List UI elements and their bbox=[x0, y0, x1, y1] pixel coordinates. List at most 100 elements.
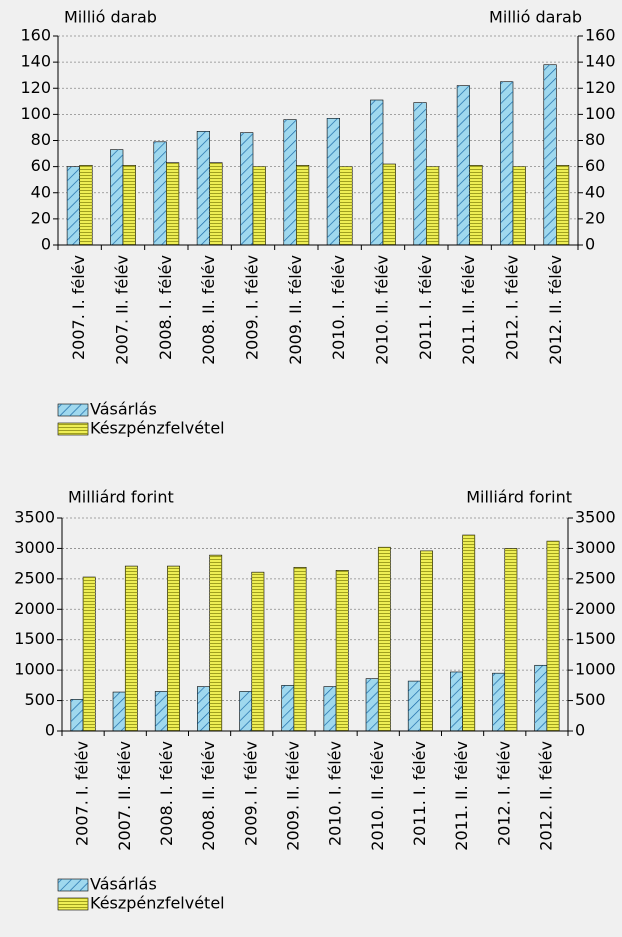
y-tick-label: 100 bbox=[20, 104, 51, 123]
bar-pattern bbox=[70, 699, 84, 731]
bar-pattern bbox=[513, 166, 526, 245]
bar-pattern bbox=[113, 692, 126, 731]
y-tick-label: 0 bbox=[45, 721, 55, 740]
y2-tick-label: 60 bbox=[585, 156, 605, 175]
x-tick-label: 2010. II. félév bbox=[373, 255, 392, 365]
y-axis-label: Milliárd forint bbox=[68, 488, 174, 507]
legend-swatch-pattern bbox=[58, 423, 88, 435]
x-tick-label: 2007. I. félév bbox=[69, 255, 88, 360]
x-tick-label: 2008. II. félév bbox=[199, 741, 218, 851]
x-tick-label: 2012. II. félév bbox=[546, 255, 565, 365]
x-tick-label: 2007. II. félév bbox=[115, 741, 134, 851]
bar-pattern bbox=[110, 149, 123, 245]
bar-pattern bbox=[457, 85, 470, 245]
bar-pattern bbox=[167, 566, 180, 731]
x-tick-label: 2007. I. félév bbox=[73, 741, 92, 846]
y-tick-label: 120 bbox=[20, 78, 51, 97]
bar-pattern bbox=[556, 165, 569, 245]
bar-pattern bbox=[197, 686, 210, 731]
bar-pattern bbox=[296, 165, 309, 245]
x-tick-label: 2011. II. félév bbox=[452, 741, 471, 851]
bar-pattern bbox=[469, 165, 483, 245]
x-tick-label: 2009. II. félév bbox=[286, 255, 305, 365]
y2-tick-label: 1500 bbox=[575, 629, 616, 648]
bar-pattern bbox=[339, 166, 353, 245]
x-tick-label: 2009. I. félév bbox=[241, 741, 260, 846]
bar-pattern bbox=[166, 162, 179, 245]
y-tick-label: 40 bbox=[31, 182, 51, 201]
bar-pattern bbox=[209, 162, 223, 245]
bar-pattern bbox=[504, 548, 517, 731]
x-tick-label: 2008. I. félév bbox=[157, 741, 176, 846]
legend-swatch-pattern bbox=[58, 879, 88, 891]
bar-pattern bbox=[239, 691, 252, 731]
bar-pattern bbox=[240, 132, 253, 245]
legend-label: Készpénzfelvétel bbox=[90, 419, 225, 438]
x-tick-label: 2011. II. félév bbox=[459, 255, 478, 365]
legend-label: Vásárlás bbox=[90, 875, 157, 894]
y2-tick-label: 160 bbox=[585, 26, 616, 45]
y-tick-label: 160 bbox=[20, 26, 51, 45]
bar-pattern bbox=[336, 570, 349, 731]
bar-pattern bbox=[370, 100, 383, 245]
bar-pattern bbox=[79, 165, 93, 245]
bar-pattern bbox=[293, 567, 307, 731]
x-tick-label: 2012. I. félév bbox=[494, 741, 513, 846]
bar-pattern bbox=[327, 118, 340, 245]
bar-pattern bbox=[492, 673, 505, 731]
x-tick-label: 2009. I. félév bbox=[243, 255, 262, 360]
bar-pattern bbox=[281, 685, 294, 731]
bar-pattern bbox=[413, 102, 427, 246]
bar-pattern bbox=[450, 671, 463, 731]
y2-tick-label: 120 bbox=[585, 78, 616, 97]
y2-tick-label: 3500 bbox=[575, 508, 616, 527]
bar-pattern bbox=[378, 547, 391, 731]
bar-pattern bbox=[155, 691, 168, 731]
bar-pattern bbox=[366, 678, 379, 731]
y-tick-label: 3000 bbox=[14, 538, 55, 557]
y2-tick-label: 80 bbox=[585, 130, 605, 149]
bar-pattern bbox=[123, 165, 136, 245]
y-tick-label: 2500 bbox=[14, 568, 55, 587]
y-tick-label: 500 bbox=[24, 690, 55, 709]
bar-pattern bbox=[323, 686, 337, 731]
legend-label: Készpénzfelvétel bbox=[90, 894, 225, 913]
y2-tick-label: 3000 bbox=[575, 538, 616, 557]
y-tick-label: 1000 bbox=[14, 660, 55, 679]
x-tick-label: 2007. II. félév bbox=[113, 255, 132, 365]
y2-tick-label: 0 bbox=[585, 235, 595, 254]
y2-tick-label: 500 bbox=[575, 690, 606, 709]
y-tick-label: 1500 bbox=[14, 629, 55, 648]
legend-swatch-pattern bbox=[58, 898, 88, 910]
y2-tick-label: 2000 bbox=[575, 599, 616, 618]
legend-label: Vásárlás bbox=[90, 400, 157, 419]
y-tick-label: 3500 bbox=[14, 508, 55, 527]
y2-axis-label: Millió darab bbox=[489, 8, 582, 27]
bar-pattern bbox=[209, 555, 222, 731]
bar-pattern bbox=[383, 164, 396, 245]
y2-tick-label: 2500 bbox=[575, 568, 616, 587]
bar-pattern bbox=[426, 166, 439, 245]
y2-tick-label: 20 bbox=[585, 208, 605, 227]
y2-tick-label: 40 bbox=[585, 182, 605, 201]
y-tick-label: 140 bbox=[20, 52, 51, 71]
x-tick-label: 2011. I. félév bbox=[410, 741, 429, 846]
y-tick-label: 80 bbox=[31, 130, 51, 149]
x-tick-label: 2009. II. félév bbox=[283, 741, 302, 851]
x-tick-label: 2012. I. félév bbox=[503, 255, 522, 360]
bar-pattern bbox=[420, 550, 433, 731]
x-tick-label: 2008. II. félév bbox=[199, 255, 218, 365]
y-tick-label: 2000 bbox=[14, 599, 55, 618]
x-tick-label: 2011. I. félév bbox=[416, 255, 435, 360]
legend-swatch-pattern bbox=[58, 404, 88, 416]
x-tick-label: 2008. I. félév bbox=[156, 255, 175, 360]
bar-pattern bbox=[83, 577, 96, 731]
bar-pattern bbox=[543, 64, 557, 245]
bar-pattern bbox=[546, 541, 560, 731]
bar-pattern bbox=[253, 166, 266, 245]
y2-axis-label: Milliárd forint bbox=[466, 488, 572, 507]
x-tick-label: 2010. II. félév bbox=[368, 741, 387, 851]
bar-pattern bbox=[153, 141, 167, 245]
bar-pattern bbox=[197, 131, 210, 245]
